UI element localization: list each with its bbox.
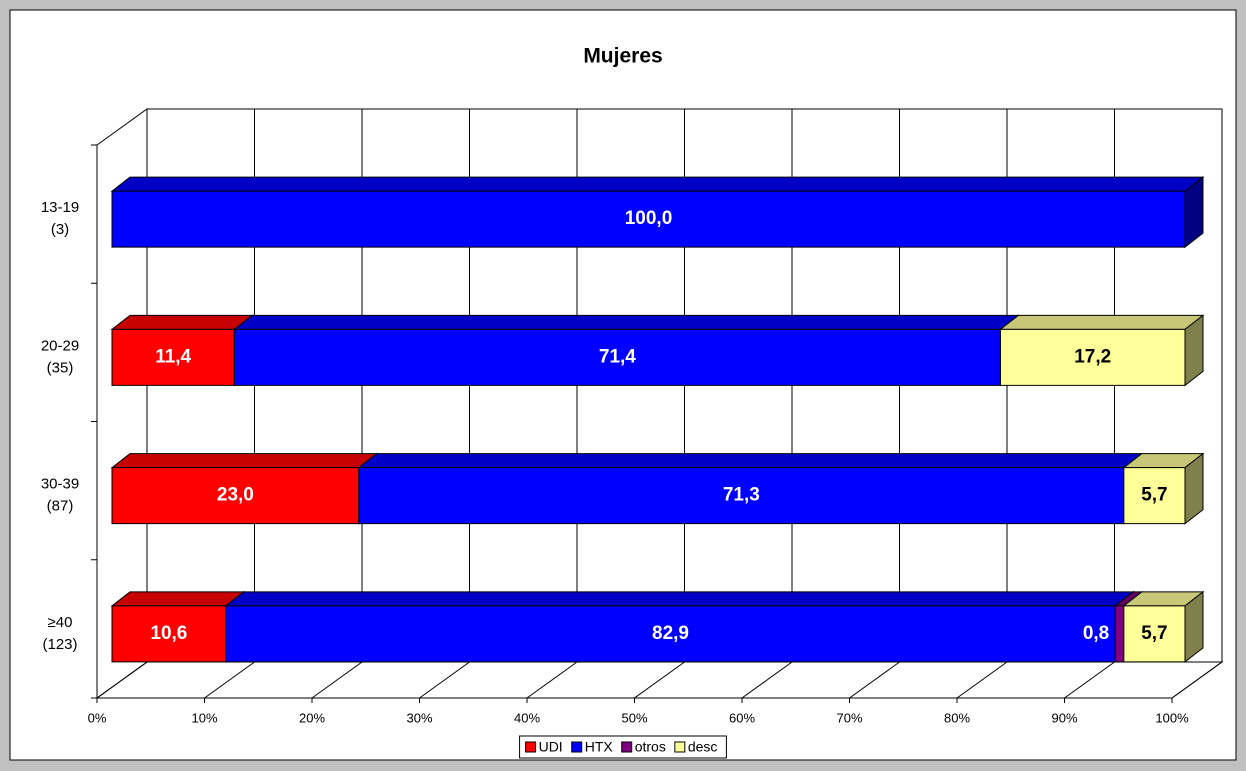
bar-top (998, 314, 1205, 330)
chart-title: Mujeres (583, 45, 662, 68)
x-tick-label: 50% (621, 710, 647, 725)
legend-swatch (674, 741, 686, 753)
x-tick-label: 0% (88, 710, 107, 725)
floor-grid-line (419, 661, 470, 699)
data-label: 0,8 (1083, 623, 1109, 644)
bar (225, 605, 1116, 663)
bar (111, 328, 235, 386)
bar (233, 328, 1001, 386)
data-label: 82,9 (652, 623, 689, 644)
data-label: 71,3 (723, 485, 760, 506)
bar-top (110, 176, 1205, 192)
floor-grid-line (956, 661, 1008, 699)
x-tick-label: 70% (836, 710, 862, 725)
bar-top (110, 591, 246, 607)
y-tick-note: (3) (51, 221, 69, 238)
legend-label: desc (688, 739, 718, 755)
bar (1123, 467, 1186, 525)
bar-top (224, 591, 1135, 607)
floor-grid-line (1064, 661, 1115, 699)
x-tick-label: 20% (299, 710, 325, 725)
x-tick-label: 10% (191, 710, 217, 725)
y-tick-label: 13-19 (41, 199, 79, 216)
data-label: 23,0 (217, 485, 254, 506)
legend-swatch (621, 741, 633, 753)
data-label: 5,7 (1141, 623, 1167, 644)
x-tick-label: 90% (1051, 710, 1077, 725)
y-tick-note: (35) (47, 359, 74, 376)
floor-grid-line (634, 661, 685, 699)
y-tick-label: 20-29 (41, 337, 79, 354)
floor-grid-line (1171, 661, 1223, 699)
legend-swatch (571, 741, 583, 753)
bar (1114, 605, 1125, 663)
bar-top (357, 453, 1144, 469)
floor-grid-line (96, 661, 148, 699)
legend-label: UDI (539, 739, 563, 755)
x-tick-label: 100% (1155, 710, 1189, 725)
y-tick-label: 30-39 (41, 476, 79, 493)
bar-top (110, 314, 254, 330)
floor-grid-line (741, 661, 793, 699)
x-tick-label: 40% (514, 710, 540, 725)
bar (999, 328, 1186, 386)
x-tick-label: 60% (729, 710, 755, 725)
bar (111, 605, 227, 663)
data-label: 71,4 (599, 346, 636, 367)
y-tick-note: (123) (42, 636, 77, 653)
x-tick-label: 30% (406, 710, 432, 725)
floor-grid-line (311, 661, 363, 699)
bar (111, 467, 360, 525)
data-label: 11,4 (155, 346, 191, 367)
data-label: 17,2 (1074, 346, 1111, 367)
bar-top (232, 314, 1020, 330)
bar (1123, 605, 1186, 663)
y-tick-note: (87) (47, 498, 74, 515)
bar (358, 467, 1125, 525)
bar (111, 190, 1186, 248)
y-tick-label: ≥40 (48, 614, 73, 631)
floor-grid-line (526, 661, 578, 699)
bar-top (110, 453, 379, 469)
data-label: 5,7 (1141, 485, 1167, 506)
x-tick-label: 80% (944, 710, 970, 725)
floor-grid-line (849, 661, 900, 699)
legend-label: HTX (585, 739, 614, 755)
floor-grid-line (204, 661, 255, 699)
data-label: 10,6 (150, 623, 187, 644)
data-label: 100,0 (625, 208, 673, 229)
legend-swatch (525, 741, 537, 753)
legend-label: otros (635, 739, 666, 755)
